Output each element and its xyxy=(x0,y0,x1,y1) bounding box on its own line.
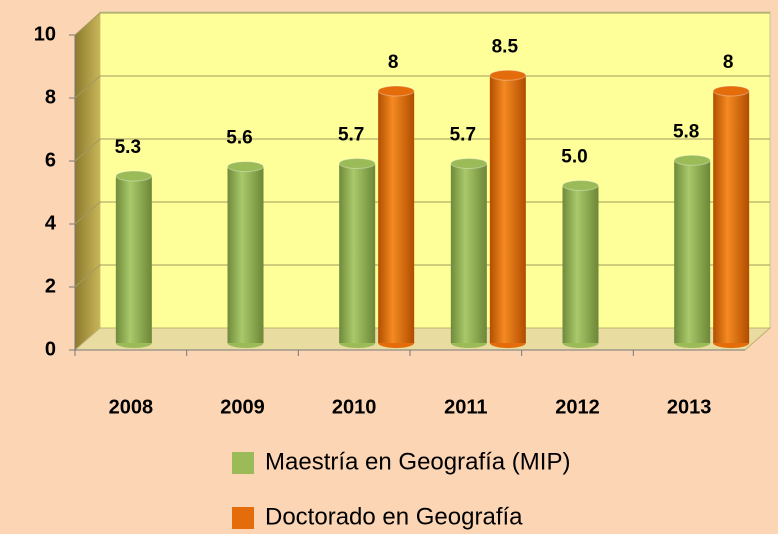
x-tick-label: 2013 xyxy=(667,396,712,418)
bar-body xyxy=(115,176,152,343)
floor xyxy=(73,327,772,351)
y-tick-label: 10 xyxy=(34,23,56,45)
side-wall xyxy=(75,12,100,350)
bar xyxy=(227,161,264,348)
grid-line xyxy=(74,75,770,99)
x-tick-label: 2011 xyxy=(444,396,487,418)
bar-body xyxy=(378,91,415,343)
data-label: 8 xyxy=(723,52,734,73)
bar xyxy=(712,85,750,348)
data-label: 8.5 xyxy=(492,36,519,57)
bar-body xyxy=(489,75,526,343)
grid-line xyxy=(74,201,770,225)
y-tick-label: 6 xyxy=(45,149,56,171)
bar-top xyxy=(227,161,264,173)
bar-top xyxy=(450,157,488,169)
bar xyxy=(377,85,415,348)
data-label: 5.0 xyxy=(561,147,587,168)
data-label: 5.7 xyxy=(338,124,364,145)
bar-body xyxy=(562,185,599,343)
bar-top xyxy=(712,85,750,97)
y-tick-label: 0 xyxy=(45,338,56,360)
bar-body xyxy=(450,163,487,343)
y-tick-label: 8 xyxy=(45,86,56,108)
y-tick-label: 4 xyxy=(45,212,57,234)
back-wall xyxy=(99,11,771,329)
bar-top xyxy=(673,154,711,166)
grid-line xyxy=(74,12,770,36)
x-tick-label: 2012 xyxy=(555,396,600,418)
data-label: 5.6 xyxy=(226,128,252,149)
bar-body xyxy=(674,160,711,343)
bar-top xyxy=(115,170,153,182)
bar xyxy=(338,157,376,348)
bar xyxy=(115,170,153,348)
data-label: 5.8 xyxy=(673,121,699,142)
x-tick-label: 2009 xyxy=(220,396,265,418)
legend-label: Maestría en Geografía (MIP) xyxy=(265,448,570,475)
data-label: 8 xyxy=(388,52,399,73)
bar-body xyxy=(227,166,264,343)
grid-line xyxy=(74,264,770,288)
bar-body xyxy=(339,163,376,343)
x-tick-label: 2008 xyxy=(109,396,154,418)
y-tick-label: 2 xyxy=(45,275,56,297)
plot: 0 2 4 6 8 10 2008 2009 2010 2011 2012 2013 5.3 5.6 5.7… xyxy=(34,12,770,530)
bar xyxy=(450,157,488,348)
bar xyxy=(489,69,527,348)
bar-top xyxy=(489,69,527,81)
data-label: 5.3 xyxy=(115,137,141,158)
bar-top xyxy=(338,157,376,169)
legend-label: Doctorado en Geografía xyxy=(265,503,523,530)
legend-swatch xyxy=(232,452,254,474)
bar-body xyxy=(713,91,750,343)
data-label: 5.7 xyxy=(450,124,476,145)
bar-top xyxy=(562,180,599,191)
bar xyxy=(562,180,599,348)
bar-top xyxy=(377,85,415,97)
grid-line xyxy=(74,138,770,162)
legend-swatch xyxy=(232,507,254,529)
x-tick-label: 2010 xyxy=(332,396,377,418)
bar xyxy=(673,154,711,348)
